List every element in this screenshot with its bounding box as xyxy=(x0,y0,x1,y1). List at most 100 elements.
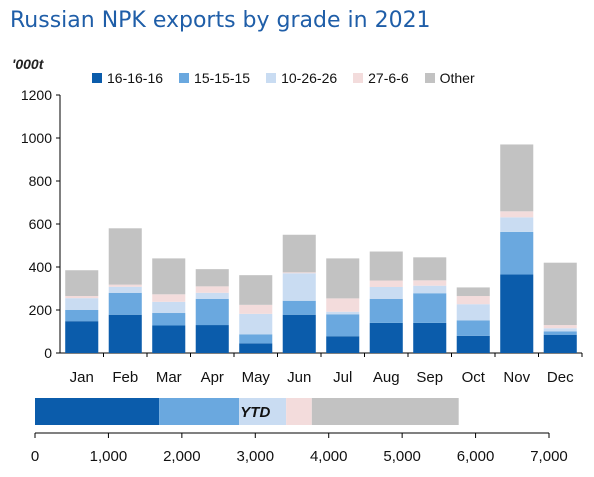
y-tick-label: 1200 xyxy=(21,87,52,103)
bar-segment xyxy=(152,301,186,314)
bar-segment xyxy=(456,287,490,297)
ytd-x-tick-label: 0 xyxy=(31,448,39,465)
bar-segment xyxy=(543,325,577,329)
bar-segment xyxy=(152,313,186,326)
legend-swatch xyxy=(424,73,435,83)
ytd-x-tick-label: 4,000 xyxy=(310,448,348,465)
ytd-x-tick-label: 6,000 xyxy=(457,448,495,465)
bar-segment xyxy=(108,228,142,285)
legend-label: 15-15-15 xyxy=(194,70,251,86)
bar-segment xyxy=(413,285,447,294)
bar-segment xyxy=(500,274,534,353)
bar-segment xyxy=(239,334,273,344)
bar-segment xyxy=(239,313,273,335)
legend-item-15-15-15: 15-15-15 xyxy=(179,70,250,86)
bar-segment xyxy=(195,298,229,326)
x-tick-label: Jul xyxy=(333,369,352,386)
x-tick-label: Oct xyxy=(462,369,486,386)
bar-segment xyxy=(456,304,490,321)
bar-segment xyxy=(65,298,99,310)
legend-label: 16-16-16 xyxy=(107,70,164,86)
legend-swatch xyxy=(353,73,364,83)
bar-segment xyxy=(369,322,403,353)
ytd-bar-segment xyxy=(35,398,160,425)
legend-label: 27-6-6 xyxy=(368,70,409,86)
bar-segment xyxy=(326,314,360,337)
bar-segment xyxy=(195,269,229,287)
x-tick-label: Dec xyxy=(547,369,574,386)
legend-label: Other xyxy=(439,70,475,86)
bar-segment xyxy=(282,234,316,273)
y-tick-label: 800 xyxy=(29,173,53,189)
y-axis-unit: '000t xyxy=(12,56,44,72)
legend-item-27-6-6: 27-6-6 xyxy=(353,70,409,86)
y-tick-label: 0 xyxy=(44,345,52,361)
y-tick-label: 1000 xyxy=(21,130,52,146)
bar-segment xyxy=(326,298,360,312)
bar-segment xyxy=(152,294,186,302)
x-tick-label: Jun xyxy=(287,369,311,386)
x-tick-label: Aug xyxy=(373,369,400,386)
bar-segment xyxy=(65,296,99,299)
x-tick-label: Jan xyxy=(70,369,94,386)
bar-segment xyxy=(239,304,273,314)
ytd-x-tick-label: 3,000 xyxy=(237,448,275,465)
bar-segment xyxy=(108,284,142,287)
bar-segment xyxy=(456,335,490,353)
x-tick-label: Feb xyxy=(112,369,138,386)
bar-segment xyxy=(500,144,534,212)
bar-segment xyxy=(326,336,360,353)
bar-segment xyxy=(195,286,229,293)
bar-segment xyxy=(282,272,316,274)
bar-segment xyxy=(195,292,229,299)
bar-segment xyxy=(195,325,229,353)
bar-segment xyxy=(543,328,577,332)
ytd-bar-segment xyxy=(311,398,459,425)
bar-segment xyxy=(413,257,447,281)
ytd-x-tick-label: 2,000 xyxy=(163,448,201,465)
legend-swatch xyxy=(266,73,277,83)
bar-segment xyxy=(65,321,99,353)
bar-segment xyxy=(239,343,273,353)
x-tick-label: Apr xyxy=(201,369,224,386)
bar-segment xyxy=(282,300,316,315)
y-tick-label: 600 xyxy=(29,216,53,232)
bar-segment xyxy=(456,296,490,305)
ytd-x-tick-label: 1,000 xyxy=(90,448,128,465)
bar-segment xyxy=(282,314,316,353)
bar-segment xyxy=(500,211,534,218)
bar-segment xyxy=(108,286,142,293)
x-tick-label: Sep xyxy=(416,369,443,386)
bar-segment xyxy=(108,292,142,315)
legend-swatch xyxy=(92,73,102,83)
bar-segment xyxy=(369,251,403,281)
bar-segment xyxy=(369,286,403,299)
chart-title: Russian NPK exports by grade in 2021 xyxy=(10,8,431,33)
bar-segment xyxy=(543,262,577,326)
bar-segment xyxy=(282,273,316,301)
bar-segment xyxy=(326,258,360,299)
bar-segment xyxy=(413,293,447,323)
ytd-bar-segment xyxy=(159,398,240,425)
bar-segment xyxy=(152,258,186,295)
bar-segment xyxy=(543,331,577,335)
bar-segment xyxy=(413,280,447,286)
bar-segment xyxy=(65,310,99,322)
legend-item-16-16-16: 16-16-16 xyxy=(92,70,163,86)
ytd-category-label: YTD xyxy=(240,404,270,421)
bar-segment xyxy=(543,334,577,353)
ytd-bar-segment xyxy=(286,398,312,425)
bar-segment xyxy=(108,314,142,353)
y-tick-label: 200 xyxy=(29,302,53,318)
bar-segment xyxy=(239,275,273,305)
bar-segment xyxy=(500,231,534,275)
legend-item-10-26-26: 10-26-26 xyxy=(266,70,337,86)
ytd-x-tick-label: 5,000 xyxy=(383,448,421,465)
ytd-bar-segment xyxy=(239,398,287,425)
bar-segment xyxy=(369,280,403,287)
legend-item-other: Other xyxy=(424,70,475,86)
x-tick-label: May xyxy=(242,369,271,386)
bar-segment xyxy=(326,311,360,315)
bar-segment xyxy=(500,217,534,232)
